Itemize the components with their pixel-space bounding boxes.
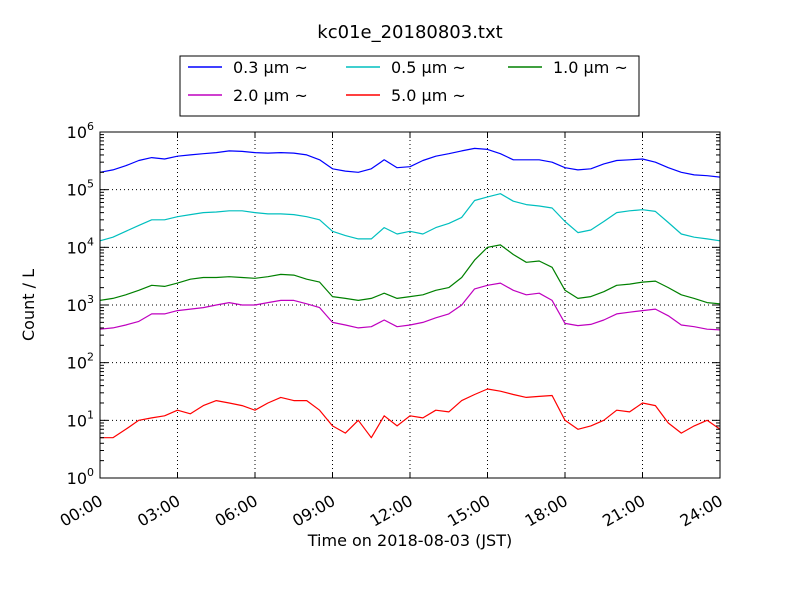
- grid-lines: [100, 132, 720, 478]
- y-tick-label: 105: [67, 178, 94, 200]
- x-tick-label: 00:00: [57, 491, 106, 531]
- x-tick-label: 12:00: [367, 491, 416, 531]
- x-tick-label: 15:00: [444, 491, 493, 531]
- legend-box: [179, 55, 640, 117]
- legend-label-5: 5.0 µm ~: [391, 86, 466, 105]
- y-tick-labels: 100 101 102 103 104 105 106: [67, 120, 94, 488]
- x-axis-label: Time on 2018-08-03 (JST): [307, 531, 512, 550]
- x-tick-label: 21:00: [599, 491, 648, 531]
- x-tick-label: 06:00: [212, 491, 261, 531]
- legend-label-3: 1.0 µm ~: [553, 58, 628, 77]
- x-tick-labels: 00:00 03:00 06:00 09:00 12:00 15:00 18:00 21:00…: [57, 491, 726, 531]
- axis-ticks: [99, 131, 721, 479]
- x-tick-label: 18:00: [522, 491, 571, 531]
- x-tick-label: 24:00: [677, 491, 726, 531]
- legend-label-1: 0.3 µm ~: [233, 58, 308, 77]
- legend-label-4: 2.0 µm ~: [233, 86, 308, 105]
- y-tick-label: 106: [67, 120, 94, 142]
- x-tick-label: 09:00: [289, 491, 338, 531]
- y-tick-label: 102: [67, 351, 94, 373]
- y-tick-label: 101: [67, 408, 94, 430]
- series-line-3: [99, 244, 721, 305]
- y-axis-label: Count / L: [19, 269, 38, 341]
- series-line-4: [99, 282, 721, 331]
- x-tick-label: 03:00: [134, 491, 183, 531]
- legend: 0.3 µm ~ 0.5 µm ~ 1.0 µm ~ 2.0 µm ~ 5.0 µm ~: [179, 55, 640, 117]
- series-line-1: [99, 147, 721, 178]
- y-tick-label: 103: [67, 293, 94, 315]
- y-tick-label: 104: [67, 235, 94, 257]
- legend-label-2: 0.5 µm ~: [391, 58, 466, 77]
- series-lines: [99, 147, 721, 439]
- y-tick-label: 100: [67, 466, 94, 488]
- series-line-5: [100, 388, 721, 439]
- series-line-2: [99, 193, 721, 242]
- chart-title: kc01e_20180803.txt: [317, 22, 502, 43]
